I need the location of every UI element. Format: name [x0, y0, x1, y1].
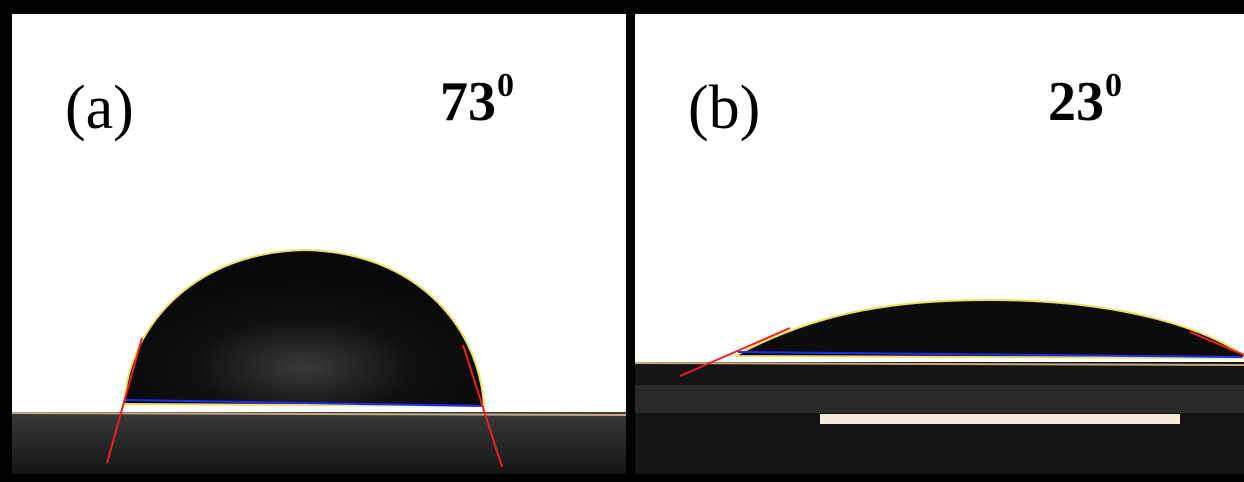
panel-a: (a) 73 0	[12, 14, 626, 474]
substrate	[12, 412, 626, 474]
panel-b: (b) 23 0	[635, 14, 1244, 474]
degree-mark: 0	[1105, 67, 1122, 104]
reflection	[820, 414, 1180, 424]
angle-value: 73	[440, 71, 496, 133]
substrate-layer	[635, 385, 1244, 413]
panel-label: (b)	[688, 74, 760, 142]
panel-label: (a)	[65, 74, 134, 142]
angle-value: 23	[1048, 71, 1104, 133]
figure: (a) 73 0 (b) 23 0	[0, 0, 1244, 482]
degree-mark: 0	[497, 67, 514, 104]
